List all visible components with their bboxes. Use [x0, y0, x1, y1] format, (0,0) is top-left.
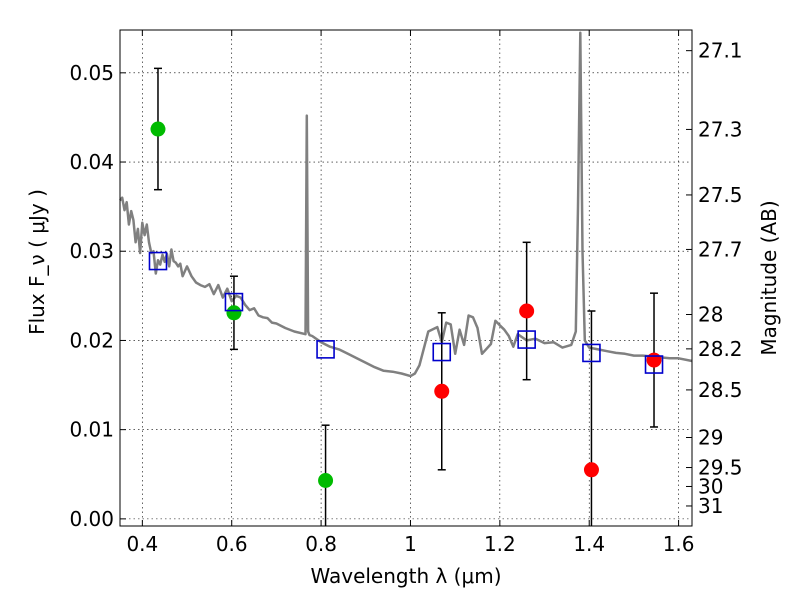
data-point	[583, 462, 599, 478]
y-tick-label: 0.04	[69, 150, 114, 174]
y2-tick-label: 28.5	[698, 378, 743, 402]
y2-tick-label: 27.1	[698, 39, 743, 63]
y-tick-label: 0.05	[69, 61, 114, 85]
y2-axis-label: Magnitude (AB)	[757, 200, 781, 355]
y-tick-label: 0.03	[69, 239, 114, 263]
model-square	[224, 292, 244, 312]
y2-tick-label: 31	[698, 494, 723, 518]
y2-tick-label: 28.2	[698, 337, 743, 361]
model-square	[517, 330, 536, 349]
data-point	[150, 121, 166, 137]
data-point	[646, 352, 662, 368]
y2-tick-label: 30	[698, 474, 723, 498]
x-tick-label: 1.2	[484, 532, 516, 556]
y2-tick-label: 29	[698, 425, 723, 449]
data-point	[226, 305, 242, 321]
y2-tick-label: 27.5	[698, 183, 743, 207]
y2-tick-label: 27.3	[698, 117, 743, 141]
y-axis-label: Flux F_ν ( μJy )	[25, 189, 49, 335]
y2-tick-label: 27.7	[698, 237, 743, 261]
x-tick-label: 0.6	[216, 532, 248, 556]
spectrum-line	[119, 31, 693, 378]
x-tick-label: 0.4	[126, 532, 158, 556]
axes: 0.4 0.6 0.8 1 1.2 1.4 1.6 0.00 0.01 0.02 0.03 0.04 0…	[69, 30, 743, 556]
model-square	[582, 343, 601, 363]
x-tick-label: 0.8	[305, 532, 337, 556]
plot-frame	[119, 29, 693, 527]
model-square	[432, 342, 452, 362]
grid	[120, 30, 692, 526]
y2-tick-label: 28	[698, 302, 723, 326]
data-point	[318, 473, 334, 489]
y-tick-label: 0.02	[69, 328, 114, 352]
model-square	[148, 251, 168, 271]
plot-data	[119, 31, 693, 526]
x-tick-label: 1.4	[573, 532, 605, 556]
y2-tick-label: 29.5	[698, 456, 743, 480]
y-tick-label: 0.00	[69, 507, 114, 531]
data-point	[519, 303, 535, 319]
model-square	[316, 340, 335, 359]
x-tick-label: 1.6	[663, 532, 695, 556]
x-axis-label: Wavelength λ (μm)	[310, 564, 501, 588]
data-point	[434, 383, 450, 399]
y-tick-label: 0.01	[69, 418, 114, 442]
x-tick-label: 1	[404, 532, 417, 556]
model-square	[644, 355, 664, 374]
